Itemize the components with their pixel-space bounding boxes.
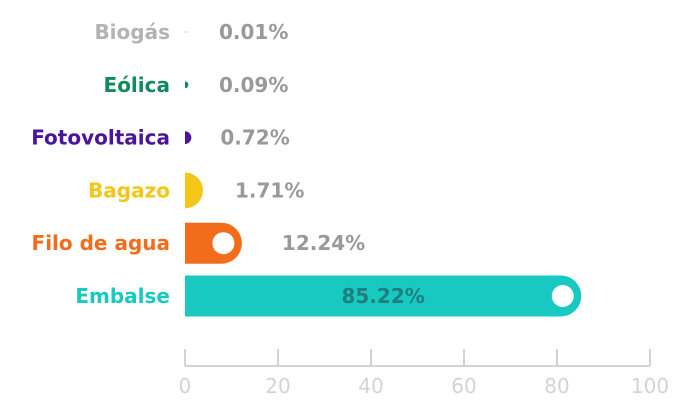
bar-end-knob-filo-de-agua [212, 232, 235, 255]
bar-fotovoltaica [185, 131, 192, 144]
x-tick-label-100: 100 [631, 374, 669, 398]
x-tick-label-20: 20 [265, 374, 290, 398]
bars-group: Biogás 0.01% Eólica 0.09% Fotovoltaica 0.72% B… [31, 20, 582, 317]
value-label-embalse: 85.22% [341, 284, 424, 308]
bar-eolica [185, 81, 189, 89]
x-axis: 0 20 40 60 80 100 [179, 349, 669, 398]
category-label-filo-de-agua: Filo de agua [32, 231, 170, 255]
value-label-biogas: 0.01% [219, 20, 288, 44]
value-label-fotovoltaica: 0.72% [220, 126, 289, 150]
x-tick-label-40: 40 [358, 374, 383, 398]
x-tick-label-0: 0 [179, 374, 192, 398]
category-label-embalse: Embalse [75, 284, 170, 308]
bar-embalse [185, 275, 582, 317]
bar-bagazo [185, 172, 203, 209]
category-label-bagazo: Bagazo [88, 178, 170, 202]
value-label-filo-de-agua: 12.24% [282, 231, 365, 255]
category-label-fotovoltaica: Fotovoltaica [31, 126, 170, 150]
x-tick-label-80: 80 [544, 374, 569, 398]
x-tick-label-60: 60 [451, 374, 476, 398]
bar-biogas [185, 30, 187, 34]
category-label-biogas: Biogás [94, 20, 170, 44]
value-label-eolica: 0.09% [219, 73, 288, 97]
bar-end-knob-embalse [551, 285, 574, 307]
value-label-bagazo: 1.71% [235, 178, 304, 202]
category-label-eolica: Eólica [104, 73, 170, 97]
